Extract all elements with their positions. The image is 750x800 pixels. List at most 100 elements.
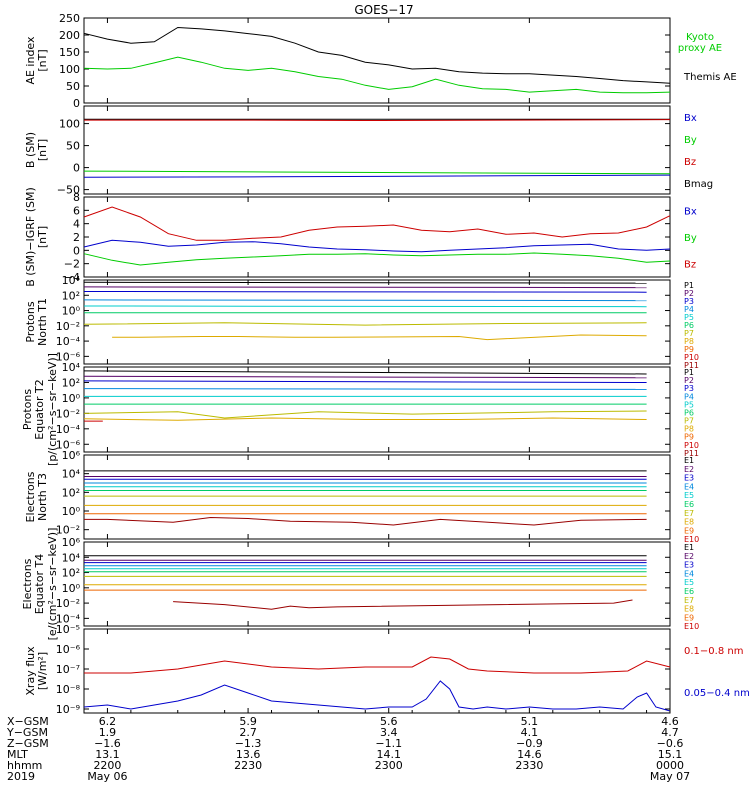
x-tick-label: 15.1 bbox=[658, 748, 683, 761]
y-axis-label: North T3 bbox=[36, 473, 49, 521]
legend-item: P8 bbox=[684, 337, 694, 346]
series-line-p7 bbox=[83, 410, 647, 419]
x-tick-label: −1.3 bbox=[235, 737, 262, 750]
x-tick-label: May 06 bbox=[87, 770, 127, 783]
legend-item: P3 bbox=[684, 384, 694, 393]
x-tick-label: 4.1 bbox=[521, 726, 539, 739]
series-line-p8 bbox=[112, 334, 647, 341]
y-axis-label: Equator T2 bbox=[33, 379, 46, 439]
panel-b_sm: −50 0 50 100 B (SM) [nT] Bx By Bz Bmag bbox=[24, 105, 713, 197]
panel-frame bbox=[83, 196, 671, 278]
legend-item: 0.05−0.4 nm bbox=[684, 688, 750, 699]
y-tick-label: 10⁻² bbox=[56, 407, 80, 420]
series-line-0-05-0-4-nm bbox=[83, 680, 671, 712]
y-tick-label: 10⁻⁴ bbox=[56, 423, 81, 436]
legend-item: E4 bbox=[684, 569, 694, 578]
x-tick-label: −0.9 bbox=[516, 737, 543, 750]
x-tick-label: May 07 bbox=[650, 770, 690, 783]
legend-item: E3 bbox=[684, 474, 694, 483]
legend-item: By bbox=[684, 135, 697, 146]
y-tick-label: 10⁻² bbox=[56, 524, 80, 537]
y-tick-label: 6 bbox=[73, 204, 80, 217]
series-line-kyoto-proxy-ae bbox=[83, 56, 671, 94]
x-tick-label: 14.1 bbox=[376, 748, 401, 761]
panel-frame bbox=[83, 279, 671, 365]
legend-item: P5 bbox=[684, 313, 694, 322]
legend-item: Bx bbox=[684, 206, 697, 217]
series-line-p3 bbox=[83, 291, 647, 293]
x-tick-label: 5.9 bbox=[239, 715, 257, 728]
y-axis-label: Xray flux bbox=[24, 646, 37, 696]
y-axis-label: [W/m²] bbox=[36, 652, 49, 690]
x-tick-label: −1.6 bbox=[94, 737, 121, 750]
legend-item: E1 bbox=[684, 456, 694, 465]
y-tick-label: 100 bbox=[59, 118, 80, 131]
y-axis-label: Electrons bbox=[21, 558, 34, 609]
series-line-p8 bbox=[83, 417, 647, 421]
panel-xray: 10⁻⁵ 10⁻⁶ 10⁻⁷ 10⁻⁸ 10⁻⁹ Xray flux [W/m²] 0.1−0… bbox=[24, 623, 750, 716]
x-axis-row-label: 2019 bbox=[7, 770, 35, 783]
x-tick-label: −0.6 bbox=[657, 737, 684, 750]
series-line-0-1-0-8-nm bbox=[84, 656, 671, 674]
x-tick-label: 6.2 bbox=[99, 715, 117, 728]
legend-item: By bbox=[684, 233, 697, 244]
legend-item: P3 bbox=[684, 297, 694, 306]
y-axis-label: [e/(cm²−s−sr−keV)] bbox=[46, 528, 59, 641]
y-axis-label: Electrons bbox=[24, 471, 37, 522]
y-tick-label: 10⁻⁸ bbox=[56, 683, 81, 696]
y-tick-label: 10⁰ bbox=[62, 392, 81, 405]
legend-item: E3 bbox=[684, 561, 694, 570]
legend-item: P10 bbox=[684, 441, 699, 450]
x-tick-label: 3.4 bbox=[380, 726, 398, 739]
legend-item: Bx bbox=[684, 113, 697, 124]
y-axis-label: Equator T4 bbox=[33, 554, 46, 614]
series-line-p3 bbox=[83, 380, 647, 383]
legend-item: E7 bbox=[684, 596, 694, 605]
legend-item: E10 bbox=[684, 622, 699, 631]
legend-item: P9 bbox=[684, 345, 694, 354]
legend-item: Bz bbox=[684, 260, 696, 271]
panel-frame bbox=[83, 17, 671, 104]
x-axis-row-label: X−GSM bbox=[7, 715, 49, 728]
y-axis-label: AE index bbox=[24, 36, 37, 85]
y-tick-label: 10⁻² bbox=[56, 597, 80, 610]
legend-item: P7 bbox=[684, 417, 694, 426]
y-tick-label: 10⁶ bbox=[62, 536, 81, 549]
legend-item: P10 bbox=[684, 353, 699, 362]
legend-item: proxy AE bbox=[678, 43, 722, 54]
y-axis-label: [nT] bbox=[36, 139, 49, 161]
y-tick-label: −4 bbox=[64, 271, 80, 284]
y-tick-label: 250 bbox=[59, 12, 80, 25]
legend-item: P1 bbox=[684, 281, 694, 290]
x-tick-label: 2.7 bbox=[239, 726, 257, 739]
legend-item: E1 bbox=[684, 543, 694, 552]
x-tick-label: 2300 bbox=[375, 759, 403, 772]
panel-frame bbox=[83, 366, 671, 453]
legend-item: E6 bbox=[684, 500, 694, 509]
legend-item: E5 bbox=[684, 578, 694, 587]
legend-item: E10 bbox=[684, 535, 699, 544]
series-line-bz bbox=[84, 119, 671, 122]
x-axis-ephemeris: X−GSM 6.2 5.9 5.6 5.1 4.6 Y−GSM 1.9 2.7 3.4 4.1 4.7… bbox=[6, 18, 690, 783]
legend-item: P2 bbox=[684, 289, 694, 298]
x-axis-row-label: Z−GSM bbox=[7, 737, 49, 750]
x-tick-label: 5.1 bbox=[521, 715, 539, 728]
legend-item: E2 bbox=[684, 465, 694, 474]
x-tick-label: 5.6 bbox=[380, 715, 398, 728]
series-line-bx bbox=[83, 174, 671, 178]
y-tick-label: 10⁻⁶ bbox=[56, 643, 81, 656]
legend-item: P9 bbox=[684, 433, 694, 442]
legend-item: P4 bbox=[684, 392, 694, 401]
legend-item: P7 bbox=[684, 329, 694, 338]
series-line-p4 bbox=[83, 388, 647, 390]
panel-frame bbox=[83, 454, 671, 540]
panel-frame bbox=[83, 105, 671, 195]
y-axis-label: [nT] bbox=[36, 226, 49, 248]
legend-item: Bz bbox=[684, 157, 696, 168]
series-line-by bbox=[83, 252, 671, 266]
legend-item: P4 bbox=[684, 305, 694, 314]
legend-item: P6 bbox=[684, 321, 694, 330]
